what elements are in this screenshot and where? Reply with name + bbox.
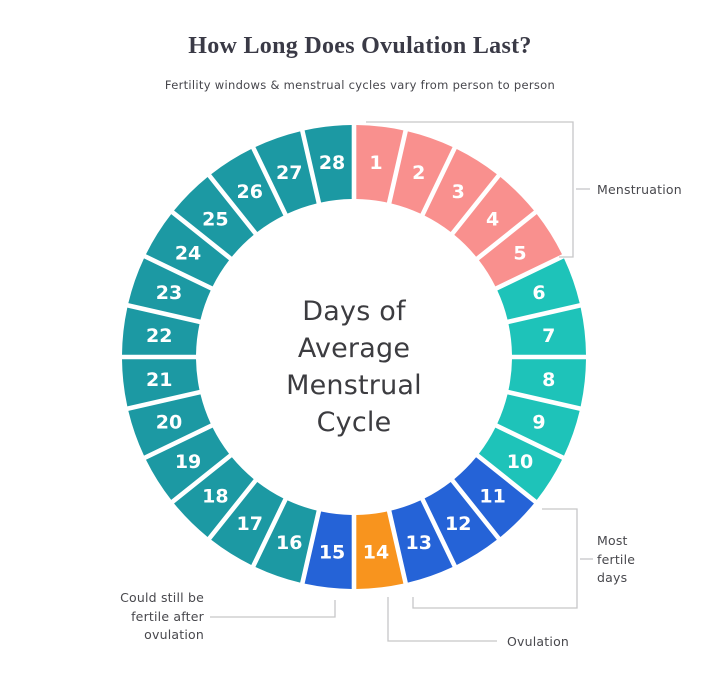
day-label-11: 11 [479, 485, 505, 507]
day-label-20: 20 [156, 412, 182, 434]
center-label-line: Average [297, 333, 411, 364]
day-label-14: 14 [363, 542, 389, 564]
day-label-18: 18 [202, 485, 228, 507]
most-fertile-bracket-line [412, 508, 578, 609]
day-label-28: 28 [319, 152, 345, 174]
day-label-25: 25 [202, 208, 228, 230]
day-label-7: 7 [542, 325, 555, 347]
ovulation-pointer-line [387, 597, 497, 642]
day-segment-24 [145, 214, 230, 287]
day-segment-13 [391, 500, 453, 583]
day-segment-18 [174, 457, 254, 537]
menstruation-bracket-line [366, 121, 574, 258]
day-segment-11 [454, 457, 534, 537]
center-label-line: Cycle [316, 407, 392, 438]
menstruation-label: Menstruation [597, 182, 682, 197]
day-label-10: 10 [507, 451, 533, 473]
day-segment-22 [122, 307, 200, 355]
cycle-wheel: 1 234567891011121314151617181920212223242… [122, 125, 586, 589]
day-label-24: 24 [175, 243, 201, 265]
annotation-lines [210, 121, 593, 642]
day-segment-20 [128, 394, 211, 456]
day-segment-9 [497, 394, 580, 456]
day-label-19: 19 [175, 451, 201, 473]
day-label-27: 27 [276, 162, 302, 184]
day-label-16: 16 [276, 532, 302, 554]
day-segment-4 [454, 177, 534, 257]
day-label-15: 15 [319, 542, 345, 564]
day-segment-26 [211, 148, 284, 233]
day-label-23: 23 [156, 282, 182, 304]
day-label-6: 6 [532, 282, 545, 304]
day-segment-25 [174, 177, 254, 257]
day-label-26: 26 [236, 181, 262, 203]
day-segment-6 [497, 258, 580, 320]
day-segment-8 [508, 359, 586, 407]
day-segment-1 [356, 125, 404, 203]
wheel-center-label: Days of Average Menstrual Cycle [214, 293, 494, 441]
most-fertile-days-label: Most fertile days [597, 533, 636, 585]
day-segment-28 [304, 125, 352, 203]
center-label-line: Days of [302, 296, 406, 327]
post-fertile-label: Could still be fertile after ovulation [120, 590, 204, 643]
day-label-12: 12 [445, 513, 471, 535]
day-label-9: 9 [532, 412, 545, 434]
day-segment-12 [424, 481, 497, 566]
center-label-line: Menstrual [286, 370, 422, 401]
day-segment-10 [478, 427, 563, 500]
day-segment-3 [424, 148, 497, 233]
day-label-21: 21 [146, 369, 172, 391]
day-label-13: 13 [406, 532, 432, 554]
day-segment-15 [304, 511, 352, 589]
day-label-17: 17 [236, 513, 262, 535]
day-segment-16 [255, 500, 317, 583]
day-segment-27 [255, 131, 317, 214]
day-label-3: 3 [452, 181, 465, 203]
page-title: How Long Does Ovulation Last? [188, 33, 532, 59]
post-fertile-pointer-line [210, 600, 336, 618]
day-segment-17 [211, 481, 284, 566]
day-segment-5 [478, 214, 563, 287]
day-label-2: 2 [412, 162, 425, 184]
ovulation-label: Ovulation [507, 634, 570, 649]
day-segment-21 [122, 359, 200, 407]
day-label-4: 4 [486, 208, 499, 230]
day-segment-2 [391, 131, 453, 214]
day-label-8: 8 [542, 369, 555, 391]
day-segment-19 [145, 427, 230, 500]
day-label-5: 5 [513, 243, 526, 265]
day-label-1: 1 [369, 152, 382, 174]
page-subtitle: Fertility windows & menstrual cycles var… [164, 78, 556, 92]
day-segment-7 [508, 307, 586, 355]
day-segment-23 [128, 258, 211, 320]
day-label-22: 22 [146, 325, 172, 347]
day-segment-14 [356, 511, 404, 589]
